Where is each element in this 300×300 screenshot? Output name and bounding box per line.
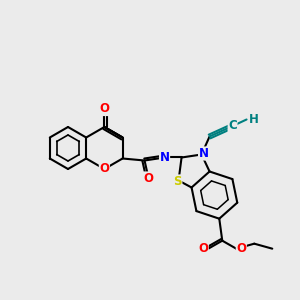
Text: O: O (99, 103, 110, 116)
Text: N: N (199, 147, 208, 160)
Text: O: O (198, 242, 208, 255)
Text: S: S (173, 175, 182, 188)
Text: H: H (249, 113, 259, 126)
Text: O: O (236, 242, 246, 255)
Text: C: C (228, 119, 237, 132)
Text: O: O (144, 172, 154, 185)
Text: O: O (99, 163, 110, 176)
Text: N: N (160, 151, 170, 164)
